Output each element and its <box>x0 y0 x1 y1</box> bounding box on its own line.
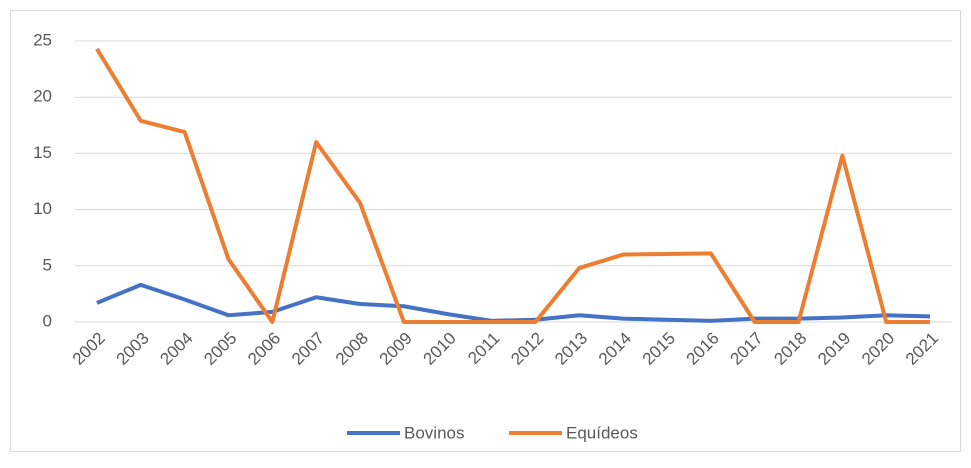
chart-border <box>10 10 961 452</box>
series-line <box>95 47 931 324</box>
y-tick-label: 0 <box>43 311 52 330</box>
y-tick-label: 20 <box>33 87 52 106</box>
y-tick-label: 10 <box>33 199 52 218</box>
legend-label: Bovinos <box>404 423 464 442</box>
y-tick-label: 15 <box>33 143 52 162</box>
y-tick-label: 5 <box>43 255 52 274</box>
legend-label: Equídeos <box>566 423 638 442</box>
y-tick-label: 25 <box>33 30 52 49</box>
